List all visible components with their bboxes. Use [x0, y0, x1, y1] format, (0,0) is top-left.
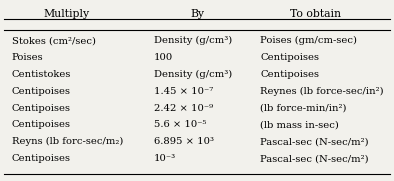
Text: Centipoises: Centipoises [12, 154, 71, 163]
Text: Density (g/cm³): Density (g/cm³) [154, 70, 232, 79]
Text: 2.42 × 10⁻⁹: 2.42 × 10⁻⁹ [154, 104, 213, 113]
Text: Density (g/cm³): Density (g/cm³) [154, 36, 232, 45]
Text: Centipoises: Centipoises [260, 70, 319, 79]
Text: Centipoises: Centipoises [12, 87, 71, 96]
Text: Reynes (lb force-sec/in²): Reynes (lb force-sec/in²) [260, 87, 384, 96]
Text: 10⁻³: 10⁻³ [154, 154, 176, 163]
Text: (lb force-min/in²): (lb force-min/in²) [260, 104, 347, 113]
Text: 5.6 × 10⁻⁵: 5.6 × 10⁻⁵ [154, 120, 206, 129]
Text: Reyns (lb forc-sec/m₂): Reyns (lb forc-sec/m₂) [12, 137, 123, 146]
Text: 100: 100 [154, 53, 173, 62]
Text: Poises (gm/cm-sec): Poises (gm/cm-sec) [260, 36, 357, 45]
Text: To obtain: To obtain [290, 9, 341, 19]
Text: 6.895 × 10³: 6.895 × 10³ [154, 137, 214, 146]
Text: Poises: Poises [12, 53, 43, 62]
Text: (lb mass in-sec): (lb mass in-sec) [260, 120, 339, 129]
Text: 1.45 × 10⁻⁷: 1.45 × 10⁻⁷ [154, 87, 213, 96]
Text: Centipoises: Centipoises [12, 104, 71, 113]
Text: Pascal-sec (N-sec/m²): Pascal-sec (N-sec/m²) [260, 154, 369, 163]
Text: Centistokes: Centistokes [12, 70, 71, 79]
Text: Centipoises: Centipoises [260, 53, 319, 62]
Text: Stokes (cm²/sec): Stokes (cm²/sec) [12, 36, 96, 45]
Text: Centipoises: Centipoises [12, 120, 71, 129]
Text: By: By [190, 9, 204, 19]
Text: Multiply: Multiply [44, 9, 90, 19]
Text: Pascal-sec (N-sec/m²): Pascal-sec (N-sec/m²) [260, 137, 369, 146]
